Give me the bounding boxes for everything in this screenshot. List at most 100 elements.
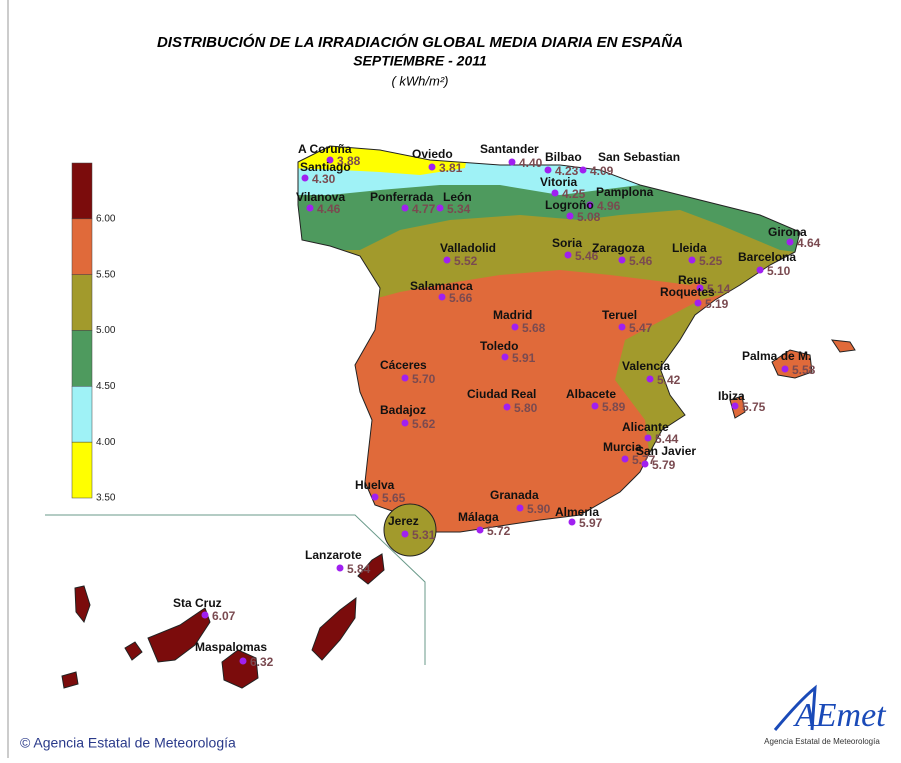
station-dot bbox=[621, 455, 629, 463]
station-dot bbox=[544, 166, 552, 174]
station-name: Ibiza bbox=[718, 389, 745, 403]
station-value: 4.77 bbox=[412, 202, 436, 216]
station-dot bbox=[591, 402, 599, 410]
station-value: 5.72 bbox=[487, 524, 511, 538]
station-value: 5.90 bbox=[527, 502, 551, 516]
station-dot bbox=[646, 375, 654, 383]
station-value: 4.96 bbox=[597, 199, 621, 213]
station-name: Alicante bbox=[622, 420, 669, 434]
jerez-zone bbox=[383, 503, 437, 557]
station-name: Cáceres bbox=[380, 358, 427, 372]
station-dot bbox=[756, 266, 764, 274]
station-value: 4.30 bbox=[312, 172, 336, 186]
subtitle: SEPTIEMBRE - 2011 bbox=[353, 53, 487, 69]
legend-label: 5.00 bbox=[96, 325, 116, 336]
station-name: Teruel bbox=[602, 308, 637, 322]
station-dot bbox=[438, 293, 446, 301]
station-dot bbox=[566, 212, 574, 220]
station-name: León bbox=[443, 190, 472, 204]
station-dot bbox=[618, 323, 626, 331]
station-name: Vilanova bbox=[296, 190, 345, 204]
station-value: 6.32 bbox=[250, 655, 274, 669]
station-dot bbox=[688, 256, 696, 264]
station-name: Murcia bbox=[603, 440, 642, 454]
station-name: Zaragoza bbox=[592, 241, 645, 255]
station-value: 5.65 bbox=[382, 491, 406, 505]
station-name: Girona bbox=[768, 225, 807, 239]
station-value: 5.42 bbox=[657, 373, 681, 387]
station-value: 5.58 bbox=[792, 363, 816, 377]
station-dot bbox=[641, 460, 649, 468]
legend: 6.00 5.50 5.00 4.50 4.00 3.50 bbox=[71, 162, 116, 504]
station-name: Valencia bbox=[622, 359, 670, 373]
station-dot bbox=[443, 256, 451, 264]
station-value: 4.25 bbox=[562, 187, 586, 201]
station-value: 5.46 bbox=[575, 249, 599, 263]
station-dot bbox=[694, 299, 702, 307]
station-name: Albacete bbox=[566, 387, 616, 401]
station-dot bbox=[401, 204, 409, 212]
station-value: 5.62 bbox=[412, 417, 436, 431]
station-value: 5.91 bbox=[512, 351, 536, 365]
station-value: 5.47 bbox=[629, 321, 653, 335]
station-dot bbox=[564, 251, 572, 259]
station-value: 5.10 bbox=[767, 264, 791, 278]
station-dot bbox=[501, 353, 509, 361]
station-name: San Javier bbox=[636, 444, 696, 458]
station-value: 4.46 bbox=[317, 202, 341, 216]
station-dot bbox=[239, 657, 247, 665]
station-name: A Coruña bbox=[298, 142, 352, 156]
station-name: Santander bbox=[480, 142, 539, 156]
unit: ( kWh/m²) bbox=[391, 73, 448, 88]
station-dot bbox=[476, 526, 484, 534]
title: DISTRIBUCIÓN DE LA IRRADIACIÓN GLOBAL ME… bbox=[157, 33, 683, 51]
logo-mark bbox=[773, 684, 817, 731]
station-name: Roquetes bbox=[660, 285, 715, 299]
legend-swatch bbox=[71, 330, 93, 387]
copyright: © Agencia Estatal de Meteorología bbox=[20, 735, 236, 751]
station-value: 5.68 bbox=[522, 321, 546, 335]
station-value: 3.88 bbox=[337, 154, 361, 168]
legend-label: 5.50 bbox=[96, 269, 116, 280]
station-value: 5.70 bbox=[412, 372, 436, 386]
station-value: 5.97 bbox=[579, 516, 603, 530]
station-value: 5.08 bbox=[577, 210, 601, 224]
station-value: 3.81 bbox=[439, 161, 463, 175]
station-name: Toledo bbox=[480, 339, 518, 353]
station-value: 5.46 bbox=[629, 254, 653, 268]
legend-label: 4.50 bbox=[96, 381, 116, 392]
legend-swatch bbox=[71, 218, 93, 275]
legend-label: 3.50 bbox=[96, 493, 116, 504]
station-value: 5.75 bbox=[742, 400, 766, 414]
legend-swatch bbox=[71, 274, 93, 331]
legend-label: 4.00 bbox=[96, 437, 116, 448]
station-value: 4.64 bbox=[797, 236, 821, 250]
station-name: Palma de M. bbox=[742, 349, 811, 363]
station-name: Soria bbox=[552, 236, 582, 250]
station-name: Reus bbox=[678, 273, 708, 287]
station-name: Valladolid bbox=[440, 241, 496, 255]
station-dot bbox=[644, 434, 652, 442]
station-dot bbox=[568, 518, 576, 526]
station-name: San Sebastian bbox=[598, 150, 680, 164]
station-name: Ponferrada bbox=[370, 190, 434, 204]
station-dot bbox=[336, 564, 344, 572]
station-name: Granada bbox=[490, 488, 539, 502]
station-dot bbox=[306, 204, 314, 212]
station-dot bbox=[503, 403, 511, 411]
legend-label: 6.00 bbox=[96, 213, 116, 224]
balearics bbox=[729, 339, 856, 419]
station-value: 5.80 bbox=[514, 401, 538, 415]
station-value: 5.84 bbox=[347, 562, 371, 576]
station-name: Lanzarote bbox=[305, 548, 362, 562]
separator bbox=[45, 514, 426, 665]
station-name: Málaga bbox=[458, 510, 499, 524]
station-name: Madrid bbox=[493, 308, 532, 322]
legend-swatch bbox=[71, 441, 93, 499]
station-dot bbox=[401, 374, 409, 382]
station-value: 5.19 bbox=[705, 297, 729, 311]
station-dot bbox=[731, 402, 739, 410]
station-dot bbox=[781, 365, 789, 373]
